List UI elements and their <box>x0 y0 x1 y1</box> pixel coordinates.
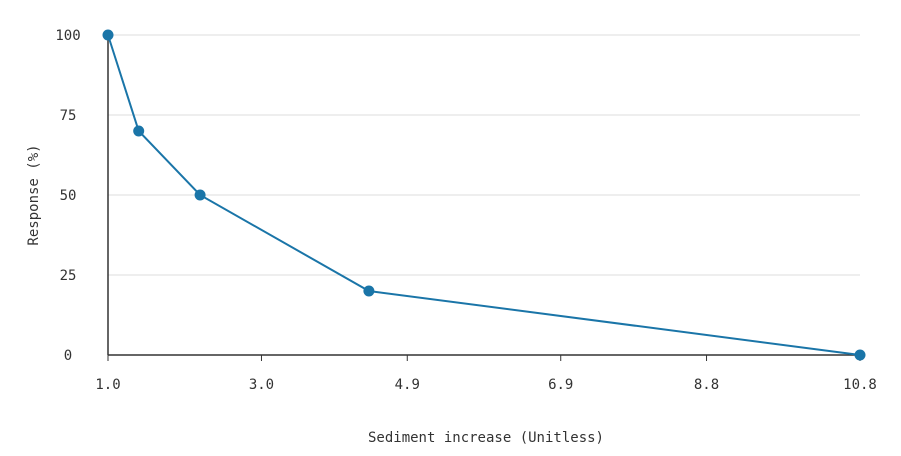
x-tick-label: 6.9 <box>548 377 573 393</box>
x-axis-ticks: 1.0 3.0 4.9 6.9 8.8 10.8 <box>95 355 877 393</box>
y-axis-label: Response (%) <box>26 144 42 245</box>
x-axis-label: Sediment increase (Unitless) <box>368 430 604 446</box>
data-series <box>102 29 866 361</box>
x-tick-label: 1.0 <box>95 377 120 393</box>
data-point <box>854 349 866 361</box>
x-tick-label: 3.0 <box>249 377 274 393</box>
x-tick-label: 10.8 <box>843 377 877 393</box>
y-tick-label: 75 <box>60 108 77 124</box>
y-tick-label: 25 <box>60 268 77 284</box>
x-tick-label: 8.8 <box>694 377 719 393</box>
x-tick-label: 4.9 <box>395 377 420 393</box>
data-point <box>194 189 206 201</box>
data-point <box>363 285 375 297</box>
y-tick-label: 100 <box>55 28 80 44</box>
data-point <box>133 125 145 137</box>
data-point <box>102 29 114 41</box>
axes <box>107 35 860 356</box>
y-axis-ticks: 0 25 50 75 100 <box>55 28 80 364</box>
y-tick-label: 0 <box>64 348 72 364</box>
y-tick-label: 50 <box>60 188 77 204</box>
